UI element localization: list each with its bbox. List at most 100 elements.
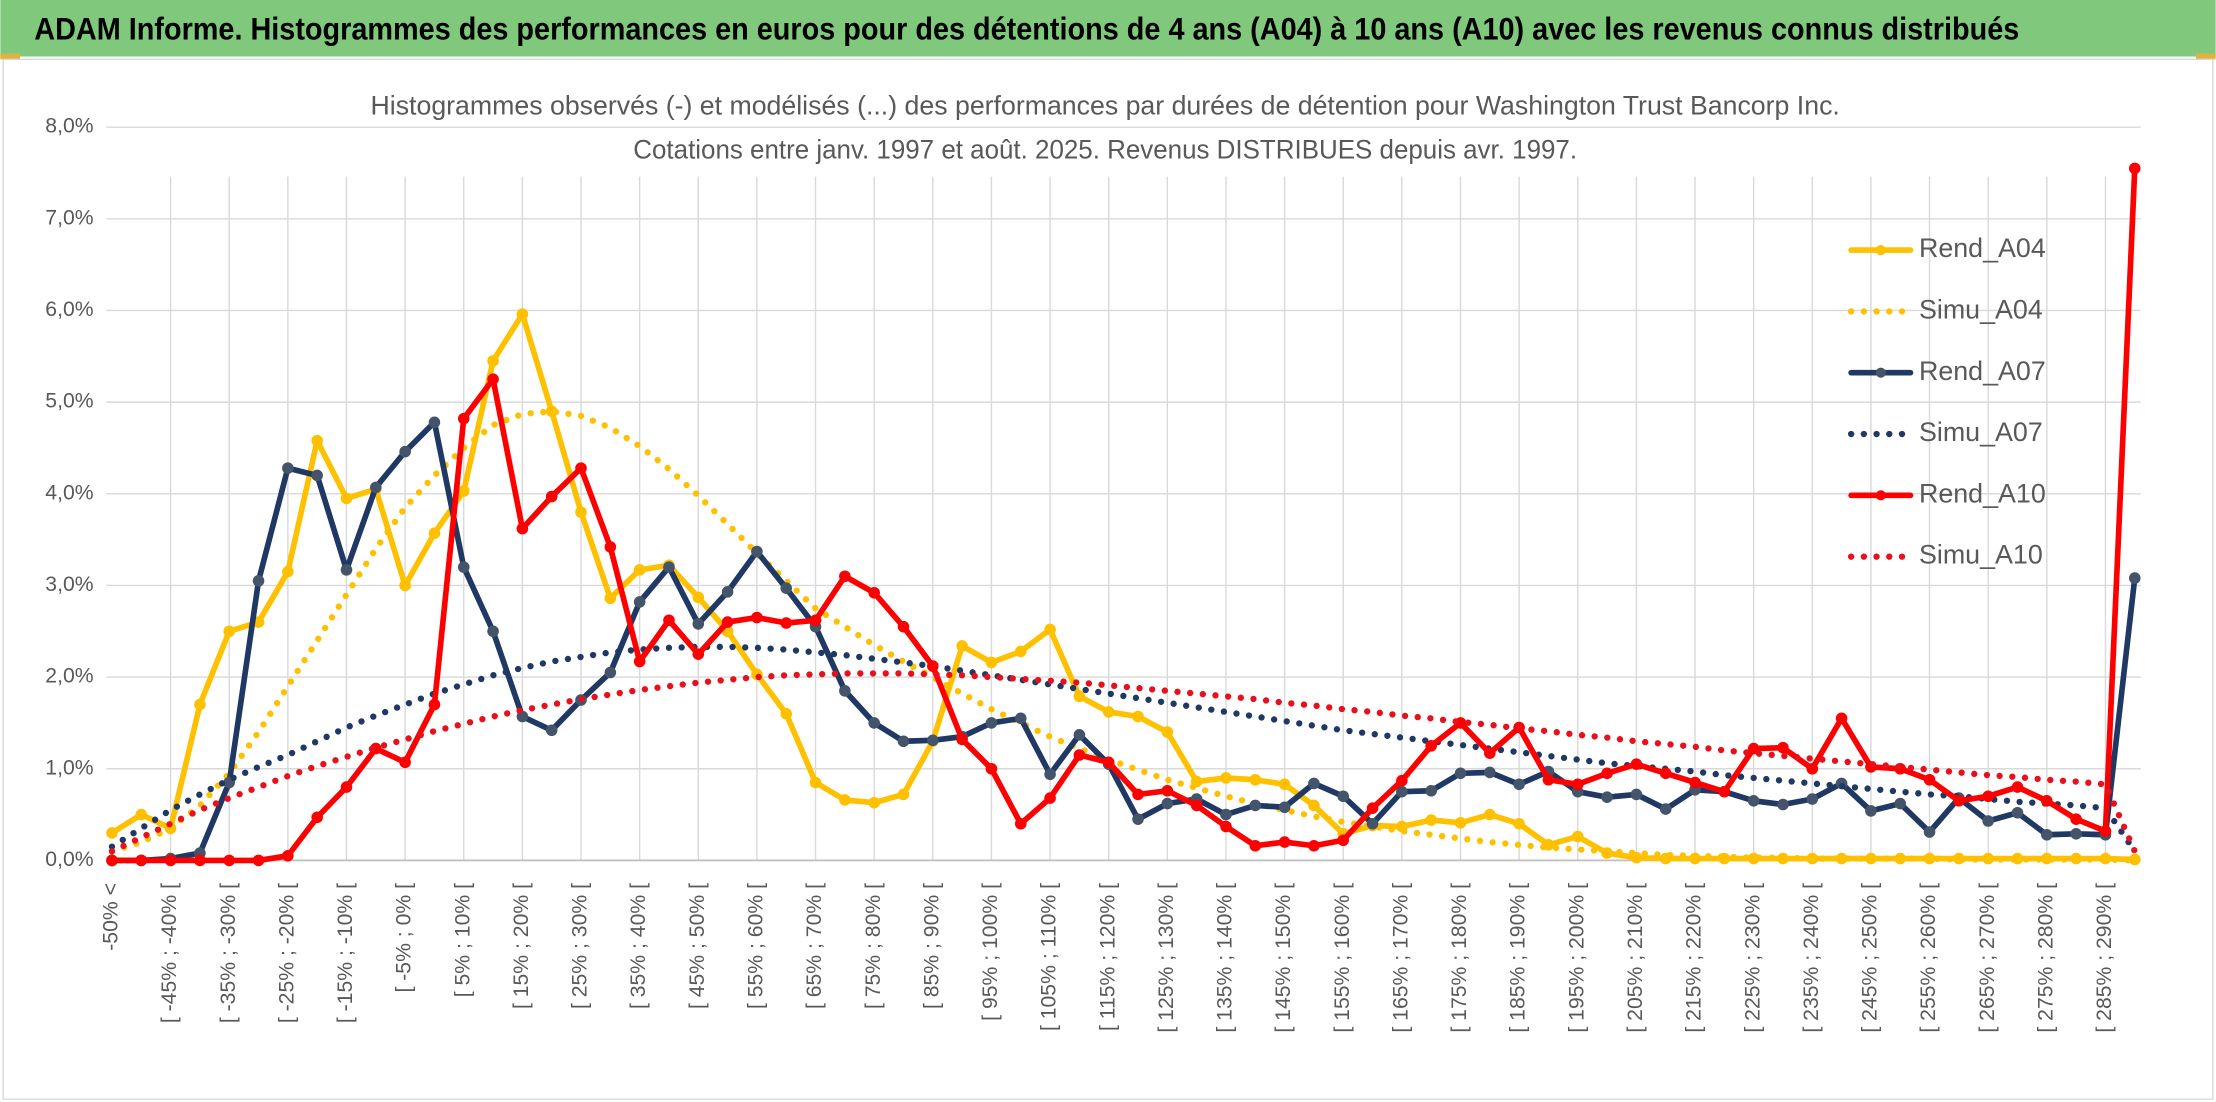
point-marker bbox=[1923, 773, 1936, 786]
point-marker bbox=[839, 794, 851, 806]
x-tick-label: [ -15% ; -10% [ bbox=[334, 883, 357, 1023]
x-tick-label: [ -45% ; -40% [ bbox=[158, 883, 181, 1023]
point-marker bbox=[927, 734, 939, 747]
point-marker bbox=[487, 355, 499, 367]
point-marker bbox=[223, 625, 236, 638]
point-marker bbox=[1366, 802, 1379, 814]
point-marker bbox=[194, 854, 206, 867]
x-tick-label: [ 55% ; 60% [ bbox=[745, 883, 768, 1009]
point-marker bbox=[780, 617, 793, 629]
point-marker bbox=[1953, 795, 1965, 807]
point-marker bbox=[1601, 791, 1613, 803]
point-marker bbox=[1982, 815, 1994, 827]
point-marker bbox=[604, 541, 617, 553]
point-marker bbox=[721, 586, 734, 598]
point-marker bbox=[868, 796, 880, 809]
point-marker bbox=[1689, 776, 1701, 789]
x-tick-label: [ 195% ; 200% [ bbox=[1565, 883, 1588, 1033]
x-tick-label: [ 125% ; 130% [ bbox=[1155, 883, 1178, 1033]
point-marker bbox=[692, 648, 705, 660]
x-tick-label: [ 5% ; 10% [ bbox=[451, 883, 474, 997]
point-marker bbox=[311, 434, 323, 447]
point-marker bbox=[311, 811, 323, 824]
point-marker bbox=[428, 527, 441, 539]
x-tick-label: [ 45% ; 50% [ bbox=[686, 883, 709, 1009]
y-tick-label: 2,0% bbox=[45, 665, 93, 688]
point-marker bbox=[2041, 795, 2053, 807]
observed-line bbox=[109, 419, 2138, 864]
point-marker bbox=[927, 660, 939, 672]
point-marker bbox=[1806, 762, 1819, 775]
point-marker bbox=[1454, 767, 1467, 780]
point-marker bbox=[340, 564, 353, 576]
point-marker bbox=[1044, 623, 1056, 636]
point-marker bbox=[575, 506, 587, 518]
point-marker bbox=[1132, 788, 1144, 801]
y-tick-label: 4,0% bbox=[45, 481, 93, 504]
x-tick-label: [ 135% ; 140% [ bbox=[1214, 883, 1237, 1033]
point-marker bbox=[1161, 726, 1174, 738]
point-marker bbox=[457, 412, 470, 425]
point-marker bbox=[282, 850, 294, 862]
point-marker bbox=[1571, 830, 1584, 843]
point-marker bbox=[1425, 784, 1437, 797]
point-marker bbox=[868, 717, 880, 729]
y-tick-label: 3,0% bbox=[45, 573, 93, 596]
point-marker bbox=[2041, 828, 2053, 841]
point-marker bbox=[1835, 712, 1848, 725]
point-marker bbox=[1278, 778, 1291, 791]
point-marker bbox=[985, 717, 998, 729]
point-marker bbox=[1513, 817, 1525, 830]
point-marker bbox=[2128, 853, 2141, 866]
point-marker bbox=[1777, 741, 1789, 754]
point-marker bbox=[897, 735, 910, 748]
point-marker bbox=[1044, 792, 1056, 804]
point-marker bbox=[223, 854, 236, 867]
legend-label: Simu_A07 bbox=[1919, 417, 2043, 447]
point-marker bbox=[1308, 799, 1320, 812]
point-marker bbox=[428, 416, 441, 429]
point-marker bbox=[956, 733, 968, 746]
point-marker bbox=[1220, 820, 1232, 833]
point-marker bbox=[575, 462, 587, 474]
point-marker bbox=[2099, 825, 2112, 837]
point-marker bbox=[370, 481, 382, 494]
x-tick-label: [ 285% ; 290% [ bbox=[2093, 883, 2116, 1033]
x-tick-label: [ 15% ; 20% [ bbox=[510, 883, 533, 1009]
point-marker bbox=[1249, 773, 1262, 786]
x-tick-label: [ 255% ; 260% [ bbox=[1917, 883, 1940, 1033]
y-tick-label: 0,0% bbox=[45, 848, 93, 871]
point-marker bbox=[692, 591, 705, 604]
point-marker bbox=[1278, 836, 1291, 848]
point-marker bbox=[721, 616, 734, 628]
point-marker bbox=[252, 575, 265, 587]
point-marker bbox=[252, 854, 265, 867]
x-tick-label: [ 215% ; 220% [ bbox=[1683, 883, 1706, 1033]
legend-label: Rend_A10 bbox=[1919, 478, 2046, 508]
point-marker bbox=[1630, 758, 1643, 770]
point-marker bbox=[2128, 572, 2141, 584]
point-marker bbox=[1425, 814, 1437, 826]
chart-subtitle: Cotations entre janv. 1997 et août. 2025… bbox=[633, 134, 1577, 164]
point-marker bbox=[633, 564, 646, 576]
point-marker bbox=[399, 579, 411, 592]
point-marker bbox=[809, 776, 822, 789]
point-marker bbox=[1484, 747, 1496, 759]
point-marker bbox=[1601, 767, 1613, 780]
y-tick-label: 6,0% bbox=[45, 298, 93, 321]
point-marker bbox=[311, 469, 323, 482]
x-tick-label: [ 155% ; 160% [ bbox=[1331, 883, 1354, 1033]
point-marker bbox=[1102, 756, 1115, 769]
point-marker bbox=[897, 620, 910, 633]
point-marker bbox=[2070, 828, 2082, 840]
page-title: ADAM Informe. Histogrammes des performan… bbox=[34, 11, 2019, 46]
point-marker bbox=[1014, 712, 1027, 725]
legend-marker bbox=[1875, 367, 1886, 378]
x-tick-label: [ 115% ; 120% [ bbox=[1096, 883, 1119, 1031]
point-marker bbox=[457, 485, 470, 497]
point-marker bbox=[1073, 749, 1086, 761]
point-marker bbox=[663, 614, 675, 627]
point-marker bbox=[1308, 777, 1320, 790]
point-marker bbox=[399, 445, 411, 458]
